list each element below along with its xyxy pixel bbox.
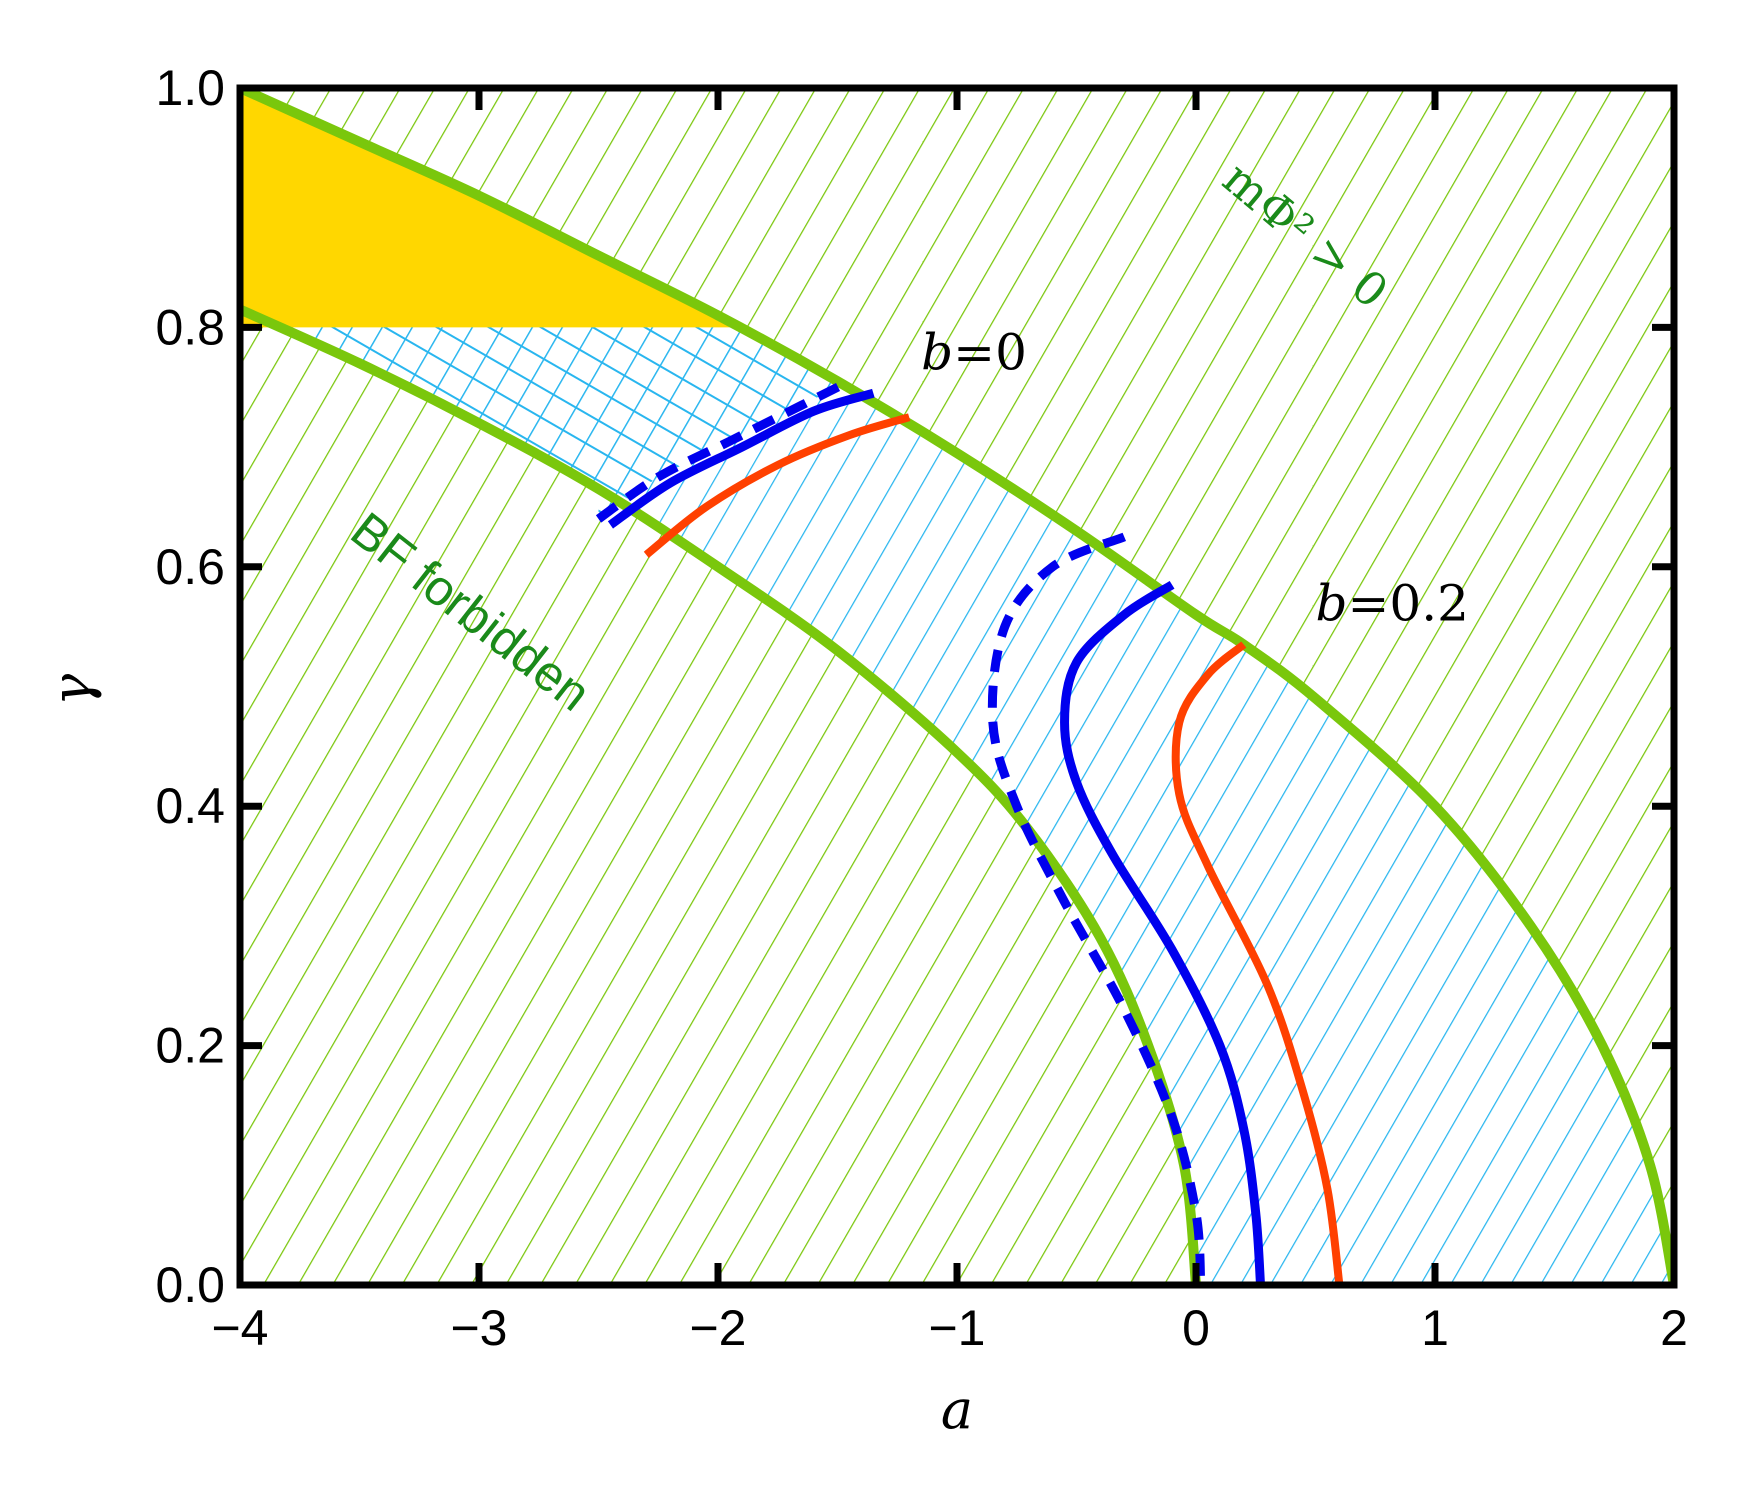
annotation-b-equals-0-2: b=0.2 bbox=[1316, 575, 1469, 633]
green-hatch-region-upper bbox=[240, 88, 1674, 1285]
y-tick-label: 0.0 bbox=[155, 1257, 225, 1313]
y-axis-ticks: 0.0 0.2 0.4 0.6 0.8 1.0 bbox=[155, 60, 1674, 1313]
series-red-b02 bbox=[1171, 641, 1344, 1285]
y-tick-label: 1.0 bbox=[155, 60, 225, 116]
green-hatch-region-lower bbox=[240, 309, 1196, 1285]
series-blue-solid-b02 bbox=[1060, 580, 1266, 1285]
x-tick-label: 1 bbox=[1421, 1300, 1449, 1356]
y-tick-label: 0.2 bbox=[155, 1018, 225, 1074]
x-tick-label: −4 bbox=[211, 1300, 268, 1356]
series-blue-solid-b0 bbox=[607, 388, 875, 529]
y-tick-label: 0.4 bbox=[155, 778, 225, 834]
series-red-b0 bbox=[643, 413, 911, 558]
series-green-boundary-lower bbox=[240, 304, 1201, 1285]
x-axis-label: a bbox=[941, 1378, 973, 1441]
series-blue-dashed-b0 bbox=[595, 377, 852, 523]
x-tick-label: 0 bbox=[1182, 1300, 1210, 1356]
y-axis-label: γ bbox=[40, 673, 103, 706]
plot-area bbox=[240, 88, 1674, 1285]
x-tick-label: −2 bbox=[689, 1300, 746, 1356]
x-tick-label: 2 bbox=[1660, 1300, 1688, 1356]
y-tick-label: 0.8 bbox=[155, 299, 225, 355]
x-tick-label: −3 bbox=[450, 1300, 507, 1356]
annotation-b-equals-0: b=0 bbox=[921, 323, 1027, 381]
x-axis-ticks: −4 −3 −2 −1 0 1 2 bbox=[211, 88, 1688, 1356]
x-tick-label: −1 bbox=[928, 1300, 985, 1356]
series-green-boundary-upper bbox=[240, 88, 1674, 1285]
series-blue-dashed-b02 bbox=[987, 532, 1206, 1285]
y-tick-label: 0.6 bbox=[155, 539, 225, 595]
